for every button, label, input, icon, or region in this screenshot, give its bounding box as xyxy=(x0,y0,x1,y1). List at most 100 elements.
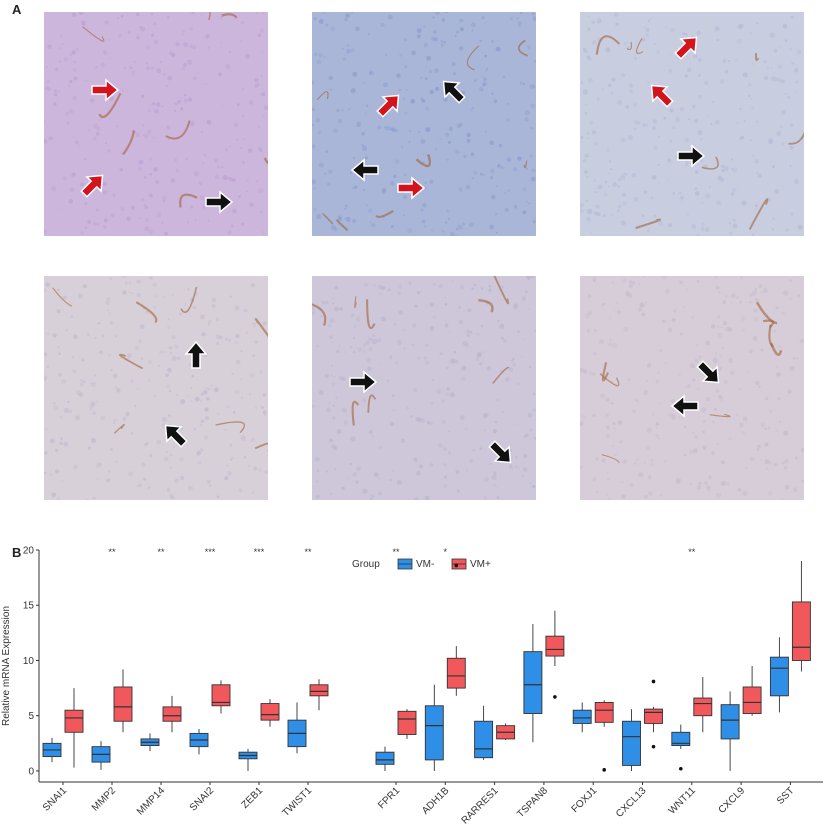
cell-dot xyxy=(380,23,385,27)
vessel-stain xyxy=(179,193,198,208)
cell-dot xyxy=(490,168,495,173)
cell-dot xyxy=(793,67,799,73)
cell-dot xyxy=(720,326,723,328)
cell-dot xyxy=(122,417,127,421)
vessel-stain xyxy=(52,287,73,307)
cell-dot xyxy=(493,483,496,487)
cell-dot xyxy=(778,46,781,49)
cell-dot xyxy=(258,126,260,129)
cell-dot xyxy=(658,349,662,352)
cell-dot xyxy=(130,379,134,383)
cell-dot xyxy=(420,76,423,79)
cell-dot xyxy=(754,207,757,210)
cell-dot xyxy=(480,325,484,328)
cell-dot xyxy=(528,84,531,87)
cell-dot xyxy=(132,292,134,294)
cell-dot xyxy=(312,179,317,185)
cell-dot xyxy=(605,397,610,402)
cell-dot xyxy=(312,123,315,127)
cell-dot xyxy=(355,316,361,322)
cell-dot xyxy=(610,91,614,95)
cell-dot xyxy=(140,198,144,202)
cell-dot xyxy=(653,43,657,46)
cell-dot xyxy=(355,480,359,484)
cell-dot xyxy=(139,26,142,28)
cell-dot xyxy=(147,486,151,489)
cell-dot xyxy=(522,210,527,215)
cell-dot xyxy=(696,484,702,490)
cell-dot xyxy=(523,453,528,459)
cell-dot xyxy=(318,52,323,58)
cell-dot xyxy=(137,166,143,172)
cell-dot xyxy=(471,177,474,180)
cell-dot xyxy=(587,311,592,316)
cell-dot xyxy=(784,92,787,95)
cell-dot xyxy=(429,179,434,184)
cell-dot xyxy=(86,498,89,500)
cell-dot xyxy=(130,432,134,435)
cell-dot xyxy=(721,418,723,421)
cell-dot xyxy=(423,42,428,47)
cell-dot xyxy=(402,97,405,100)
cell-dot xyxy=(781,79,785,84)
cell-dot xyxy=(63,57,68,62)
vessel-stain xyxy=(478,299,494,313)
cell-dot xyxy=(611,213,614,216)
cell-dot xyxy=(344,351,347,353)
cell-dot xyxy=(589,120,594,125)
cell-dot xyxy=(229,295,232,298)
cell-dot xyxy=(127,30,131,34)
cell-dot xyxy=(449,331,452,333)
cell-dot xyxy=(128,291,131,294)
cell-dot xyxy=(742,416,748,422)
cell-dot xyxy=(532,219,536,224)
cell-dot xyxy=(643,276,646,278)
cell-dot xyxy=(529,154,533,158)
cell-dot xyxy=(325,470,329,473)
outlier-point xyxy=(602,768,606,772)
cell-dot xyxy=(470,22,476,28)
cell-dot xyxy=(208,319,212,324)
cell-dot xyxy=(222,175,228,181)
cell-dot xyxy=(440,43,444,47)
cell-dot xyxy=(755,380,760,385)
cell-dot xyxy=(134,345,140,351)
cell-dot xyxy=(136,485,139,488)
cell-dot xyxy=(751,106,755,110)
cell-dot xyxy=(128,281,131,284)
vessel-stain xyxy=(635,38,644,54)
cell-dot xyxy=(397,284,403,289)
cell-dot xyxy=(363,282,369,288)
cell-dot xyxy=(173,158,178,162)
cell-dot xyxy=(520,355,523,358)
cell-dot xyxy=(261,50,264,53)
cell-dot xyxy=(495,185,498,188)
cell-dot xyxy=(60,208,63,211)
cell-dot xyxy=(749,300,752,304)
cell-dot xyxy=(68,84,71,87)
cell-dot xyxy=(172,294,174,296)
cell-dot xyxy=(714,26,720,31)
cell-dot xyxy=(757,444,761,449)
cell-dot xyxy=(730,158,733,161)
box-body xyxy=(572,709,592,724)
cell-dot xyxy=(314,52,318,57)
cell-dot xyxy=(96,127,101,131)
cell-dot xyxy=(753,317,759,322)
micrograph-4-svg xyxy=(44,276,268,500)
cell-dot xyxy=(756,448,760,451)
cell-dot xyxy=(226,464,229,467)
cell-dot xyxy=(97,352,100,355)
cell-dot xyxy=(209,383,213,387)
cell-dot xyxy=(98,462,103,467)
cell-dot xyxy=(333,227,338,232)
cell-dot xyxy=(447,217,450,220)
cell-dot xyxy=(710,123,713,126)
box-body xyxy=(545,635,565,657)
cell-dot xyxy=(190,205,194,208)
cell-dot xyxy=(474,79,477,83)
cell-dot xyxy=(494,421,498,424)
cell-dot xyxy=(226,405,230,409)
cell-dot xyxy=(466,469,468,472)
cell-dot xyxy=(694,170,699,174)
